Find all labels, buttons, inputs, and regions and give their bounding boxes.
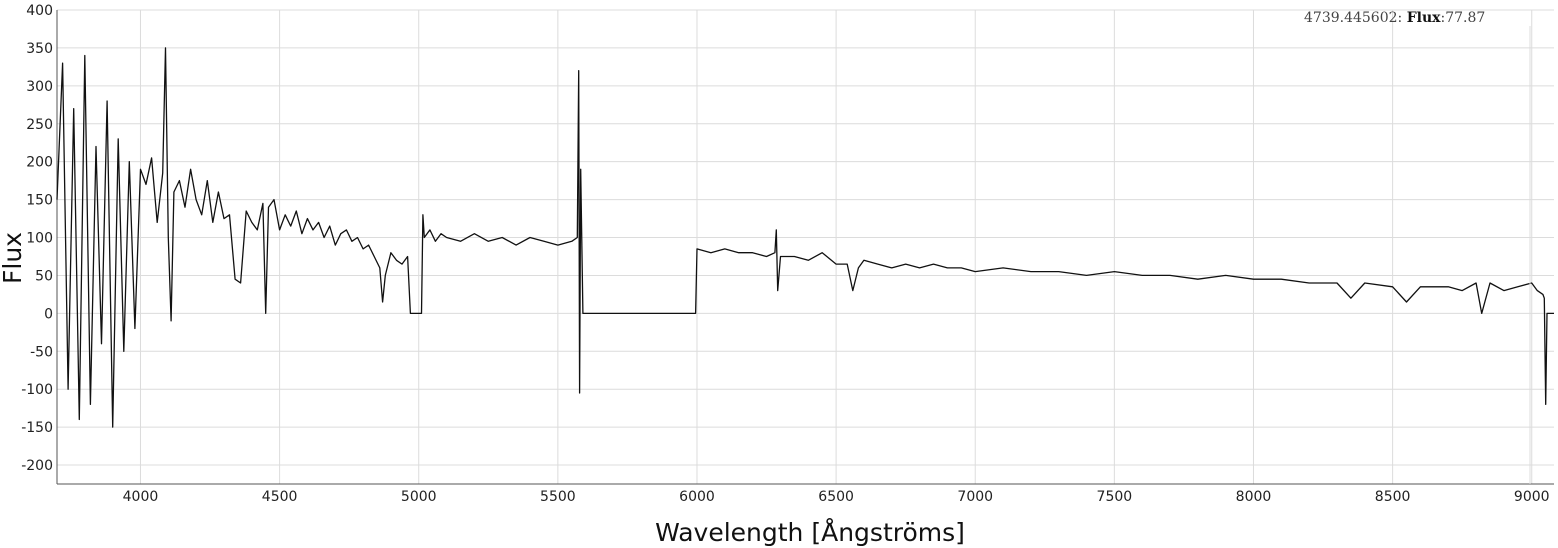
cursor-readout: 4739.445602: Flux:77.87 (1304, 10, 1485, 26)
y-tick-label: -200 (21, 458, 53, 474)
y-tick-label: 50 (35, 268, 53, 284)
x-tick-label: 8500 (1375, 489, 1411, 505)
y-tick-label: 350 (26, 41, 53, 57)
x-tick-label: 7000 (957, 489, 993, 505)
x-tick-label: 6500 (818, 489, 854, 505)
x-tick-label: 4500 (262, 489, 298, 505)
x-axis-ticks: 4000 4500 5000 5500 6000 6500 7000 7500 8000 8500… (123, 489, 1550, 505)
axes (56, 10, 1554, 485)
y-tick-label: -100 (21, 382, 53, 398)
y-tick-label: 0 (44, 306, 53, 322)
x-tick-label: 8000 (1236, 489, 1272, 505)
x-tick-label: 5000 (401, 489, 437, 505)
y-tick-label: 250 (26, 117, 53, 133)
y-tick-label: -50 (30, 344, 53, 360)
x-tick-label: 7500 (1097, 489, 1133, 505)
x-tick-label: 5500 (540, 489, 576, 505)
y-tick-label: 100 (26, 231, 53, 247)
y-tick-label: 400 (26, 3, 53, 19)
x-axis-label: Wavelength [Ångströms] (655, 518, 965, 547)
x-tick-label: 4000 (123, 489, 159, 505)
y-axis-label: Flux (0, 232, 27, 284)
x-tick-label: 6000 (679, 489, 715, 505)
y-tick-label: -150 (21, 420, 53, 436)
y-tick-label: 150 (26, 193, 53, 209)
y-tick-label: 200 (26, 155, 53, 171)
cursor-readout-key: Flux (1407, 10, 1441, 26)
y-tick-label: 300 (26, 79, 53, 95)
y-axis-ticks: 400 350 300 250 200 150 100 50 0 -50 -100 -150 -200 (21, 3, 53, 474)
cursor-readout-y: 77.87 (1445, 10, 1485, 26)
flux-series-line (56, 47, 1554, 428)
grid-lines (57, 9, 1554, 484)
x-tick-label: 9000 (1514, 489, 1550, 505)
cursor-readout-x: 4739.445602 (1304, 10, 1398, 26)
